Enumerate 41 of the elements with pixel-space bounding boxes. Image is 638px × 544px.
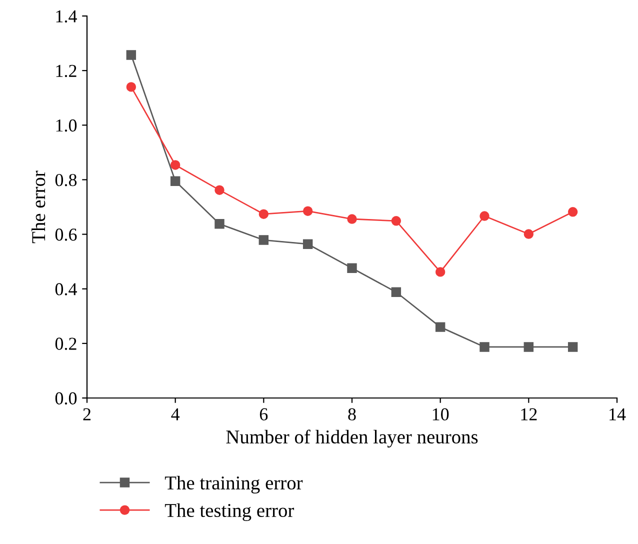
y-tick-label: 0.8 [55,174,77,186]
point [524,229,534,239]
point [524,342,534,352]
point [568,207,578,217]
point [302,206,313,216]
point [258,235,269,245]
legend-label: The testing error [164,503,294,522]
point [126,50,136,60]
point [126,82,136,92]
x-tick-label: 6 [260,408,268,420]
y-tick-label: 1.0 [56,119,77,132]
point [435,322,446,332]
y-axis-title: The error [32,170,46,244]
x-tick-label: 10 [432,408,449,420]
x-tick-label: 2 [83,408,91,420]
point [391,216,402,226]
y-tick-label: 1.4 [56,10,77,23]
y-tick-label: 0.2 [55,338,76,350]
legend-label: The training error [164,476,303,494]
x-axis-title: Number of hidden layer neurons [226,430,478,448]
point [170,176,180,186]
point [258,209,269,219]
y-tick-label: 0.0 [55,392,77,405]
point [347,214,357,224]
y-tick-label: 1.2 [56,64,76,78]
x-tick-label: 8 [348,408,356,420]
point [302,239,313,249]
point [480,342,490,352]
x-tick-label: 4 [171,408,180,420]
y-tick-label: 0.6 [55,228,77,241]
y-tick-label: 0.4 [55,283,77,296]
x-tick-label: 14 [610,408,626,420]
point [568,342,578,352]
point [214,185,224,195]
x-tick-label: 12 [521,408,537,420]
point [480,211,490,221]
point [347,263,357,273]
point [214,219,224,229]
point [170,160,180,170]
point [435,267,446,277]
point [391,287,402,297]
